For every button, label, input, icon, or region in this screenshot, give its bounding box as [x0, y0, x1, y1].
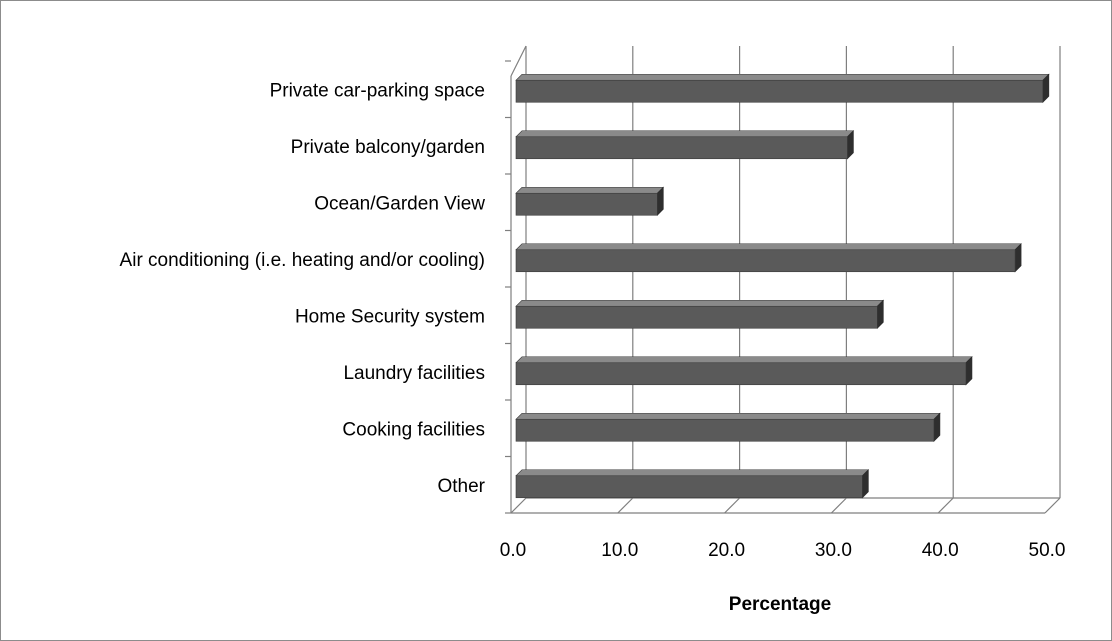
floor-gridline [510, 497, 527, 514]
floor-gridline [830, 497, 847, 514]
bar-top-face [515, 469, 870, 477]
x-tick-label: 30.0 [815, 540, 852, 561]
x-axis-title: Percentage [729, 594, 831, 615]
category-label: Private balcony/garden [291, 137, 485, 158]
floor-gridline [617, 497, 634, 514]
floor-gridline [724, 497, 741, 514]
bar [515, 186, 665, 216]
category-label: Laundry facilities [343, 363, 485, 384]
bar-front-face [515, 418, 935, 442]
category-label: Other [437, 476, 485, 497]
category-label: Air conditioning (i.e. heating and/or co… [120, 250, 485, 271]
category-label: Home Security system [295, 306, 485, 327]
bar-front-face [515, 475, 863, 499]
bar-top-face [515, 243, 1022, 251]
x-tick-label: 0.0 [500, 540, 526, 561]
bar-top-face [515, 356, 973, 364]
bar-top-face [515, 73, 1050, 81]
bar-front-face [515, 249, 1016, 273]
bar [515, 243, 1022, 273]
bar [515, 412, 941, 442]
category-label: Cooking facilities [342, 419, 485, 440]
x-tick-label: 40.0 [922, 540, 959, 561]
category-label: Ocean/Garden View [314, 193, 485, 214]
category-labels: Private car-parking space Private balcony… [120, 80, 486, 497]
side-wall-top [510, 45, 527, 77]
bar-front-face [515, 79, 1044, 103]
bar-front-face [515, 136, 848, 160]
axes [505, 45, 1060, 514]
gridlines [510, 46, 1061, 514]
bar-front-face [515, 362, 967, 386]
bar-top-face [515, 130, 855, 138]
bar [515, 73, 1050, 103]
bar [515, 469, 870, 499]
bar-front-face [515, 305, 878, 329]
x-tick-label: 50.0 [1029, 540, 1066, 561]
bar-top-face [515, 186, 665, 194]
bar-front-face [515, 192, 658, 216]
x-tick-labels: 0.0 10.0 20.0 30.0 40.0 50.0 [500, 540, 1066, 561]
x-tick-label: 20.0 [708, 540, 745, 561]
floor-gridline [1044, 497, 1061, 514]
bar [515, 130, 855, 160]
category-label: Private car-parking space [270, 80, 485, 101]
bar-top-face [515, 412, 941, 420]
floor-gridline [937, 497, 954, 514]
bars [515, 73, 1050, 499]
x-tick-label: 10.0 [601, 540, 638, 561]
bar [515, 299, 885, 329]
bar-top-face [515, 299, 885, 307]
bar [515, 356, 973, 386]
